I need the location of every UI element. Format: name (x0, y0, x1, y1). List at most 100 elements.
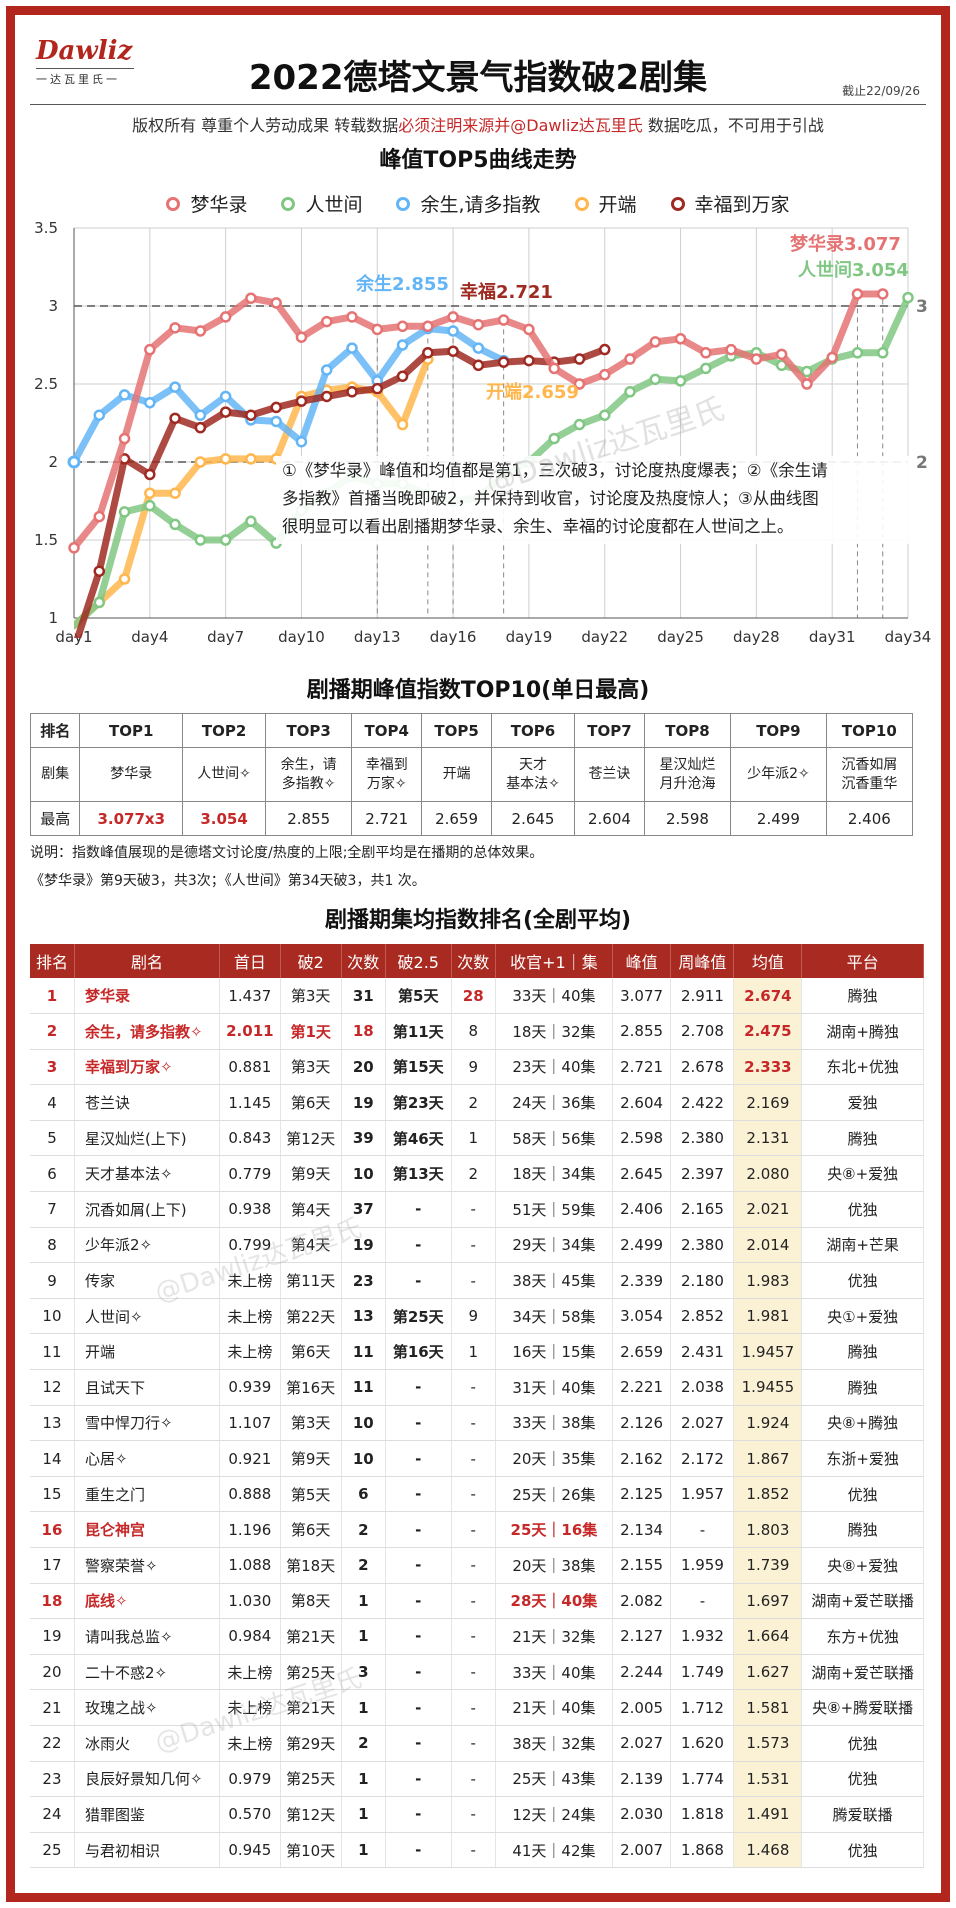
ranking-row: 13 雪中悍刀行✧ 1.107 第3天 10- -33天｜38集 2.126 2.027 1.9… (30, 1405, 924, 1442)
ranking-cell: - (451, 1832, 496, 1869)
ranking-cell: 第6天 (280, 1084, 342, 1121)
data-point (194, 456, 207, 468)
ranking-cell: 余生，请多指教✧ (74, 1013, 220, 1050)
ranking-cell: 央⑧+腾爱联播 (801, 1689, 924, 1726)
ranking-row: 17 警察荣誉✧ 1.088 第18天 2- -20天｜38集 2.155 1.959 1.73… (30, 1547, 924, 1584)
data-point (270, 415, 282, 428)
ranking-cell: 1.981 (733, 1298, 803, 1335)
ranking-cell: 1 (341, 1583, 387, 1620)
ranking-cell: 1.803 (733, 1511, 803, 1548)
top10-value: 2.598 (643, 801, 732, 836)
top10-name-line: 星汉灿烂 (659, 756, 716, 773)
top10-row-label: 剧集 (29, 747, 81, 802)
ranking-cell: 2.244 (612, 1654, 672, 1691)
legend-item: 人世间 (281, 190, 362, 217)
ranking-cell: 2 (30, 1013, 75, 1050)
data-point (144, 396, 156, 409)
ranking-cell: 2.475 (733, 1013, 803, 1050)
data-point (902, 291, 914, 304)
ranking-cell: 1.664 (733, 1618, 803, 1655)
data-point (67, 455, 81, 469)
ranking-cell: 2.604 (612, 1084, 672, 1121)
ranking-cell: 0.921 (219, 1440, 281, 1477)
ranking-cell: 1.581 (733, 1689, 803, 1726)
ranking-cell: 33天｜38集 (495, 1405, 613, 1442)
ranking-row: 21 玫瑰之战✧ 未上榜 第21天 1- -21天｜40集 2.005 1.712 1.581 央… (30, 1689, 924, 1726)
chart-callout: 梦华录3.077 (790, 233, 901, 255)
ranking-cell: 1.957 (670, 1476, 735, 1513)
ranking-cell: 2.431 (670, 1333, 735, 1371)
ranking-cell: 第11天 (280, 1262, 342, 1299)
ranking-cell: 2.499 (612, 1227, 672, 1264)
ranking-cell: 优独 (801, 1761, 924, 1798)
legend-label: 人世间 (305, 194, 363, 216)
ranking-header-cell: 次数 (451, 944, 496, 978)
ranking-cell: 与君初相识 (74, 1832, 220, 1869)
ranking-cell: - (385, 1547, 452, 1584)
ranking-cell: 传家 (74, 1262, 220, 1299)
ranking-cell: 东方+优独 (801, 1618, 924, 1655)
ranking-cell: 2 (341, 1547, 387, 1584)
data-point (422, 320, 434, 333)
ranking-cell: 58天｜56集 (495, 1120, 613, 1157)
ranking-cell: 7 (30, 1191, 75, 1228)
ranking-cell: 2.406 (612, 1191, 672, 1228)
ranking-cell: 第6天 (280, 1511, 342, 1548)
ranking-cell: 第12天 (280, 1120, 342, 1157)
ranking-cell: 第29天 (280, 1725, 342, 1762)
data-point (876, 288, 889, 300)
ranking-cell: 1.697 (733, 1583, 803, 1620)
top10-row: 最高 3.077x3 3.054 2.855 2.721 2.659 2.645 2.604 2… (29, 801, 914, 836)
ranking-cell: 2.014 (733, 1227, 803, 1264)
ranking-cell: 第9天 (280, 1440, 342, 1477)
ranking-cell: 8 (30, 1227, 75, 1264)
ranking-cell: 38天｜45集 (495, 1262, 613, 1299)
data-point (472, 359, 485, 372)
ranking-cell: 东浙+爱独 (801, 1440, 924, 1477)
ranking-cell: 1.932 (670, 1618, 735, 1655)
ranking-cell: 爱独 (801, 1084, 924, 1121)
ranking-cell: 16 (30, 1511, 75, 1548)
ranking-cell: 0.945 (219, 1832, 281, 1869)
ranking-cell: 1 (341, 1689, 387, 1726)
top10-title: 剧播期峰值指数TOP10(单日最高) (306, 678, 650, 703)
y-tick-label: 2.5 (34, 375, 58, 393)
ranking-cell: 第15天 (385, 1049, 452, 1086)
ranking-cell: 冰雨火 (74, 1725, 220, 1762)
data-point (548, 432, 560, 445)
ranking-cell: 3 (30, 1049, 75, 1086)
data-point (270, 401, 282, 414)
ranking-cell: 玫瑰之战✧ (74, 1689, 220, 1726)
data-point (93, 565, 106, 577)
top10-name-line: 天才 (519, 756, 547, 773)
top10-name: 苍兰诀 (574, 747, 645, 802)
ranking-cell: 9 (451, 1298, 496, 1335)
ranking-cell: 23 (341, 1262, 387, 1299)
data-point (851, 347, 864, 359)
ranking-cell: 14 (30, 1440, 75, 1477)
top10-name: 人世间✧ (182, 747, 267, 802)
ranking-cell: 24 (30, 1796, 75, 1833)
ranking-cell: 18 (341, 1013, 387, 1050)
data-point (144, 343, 156, 356)
ranking-cell: 第21天 (280, 1689, 342, 1726)
ranking-cell: 1.867 (733, 1440, 803, 1477)
ranking-cell: - (385, 1440, 452, 1477)
ranking-cell: 0.779 (219, 1155, 281, 1193)
ranking-cell: - (670, 1583, 735, 1620)
top10-row: 排名 TOP1 TOP2 TOP3 TOP4 TOP5 TOP6 TOP7 TOP8 TOP9 TO… (29, 713, 914, 748)
data-point (169, 518, 181, 531)
ranking-cell: - (385, 1761, 452, 1798)
data-point (371, 323, 384, 336)
ranking-cell: 1.774 (670, 1761, 735, 1798)
data-point (573, 378, 586, 390)
data-point (876, 347, 889, 359)
ranking-row: 8 少年派2✧ 0.799 第4天 19- -29天｜34集 2.499 2.380 2.014… (30, 1227, 924, 1264)
ranking-header-cell: 收官+1｜集 (495, 944, 613, 978)
ranking-cell: - (385, 1511, 452, 1548)
ranking-cell: 第5天 (385, 978, 452, 1015)
data-point (295, 395, 308, 407)
data-point (472, 342, 485, 354)
ranking-row: 10 人世间✧ 未上榜 第22天 13 第25天 9 34天｜58集 3.054 2.852 1.9… (30, 1298, 924, 1335)
data-point (523, 354, 535, 367)
